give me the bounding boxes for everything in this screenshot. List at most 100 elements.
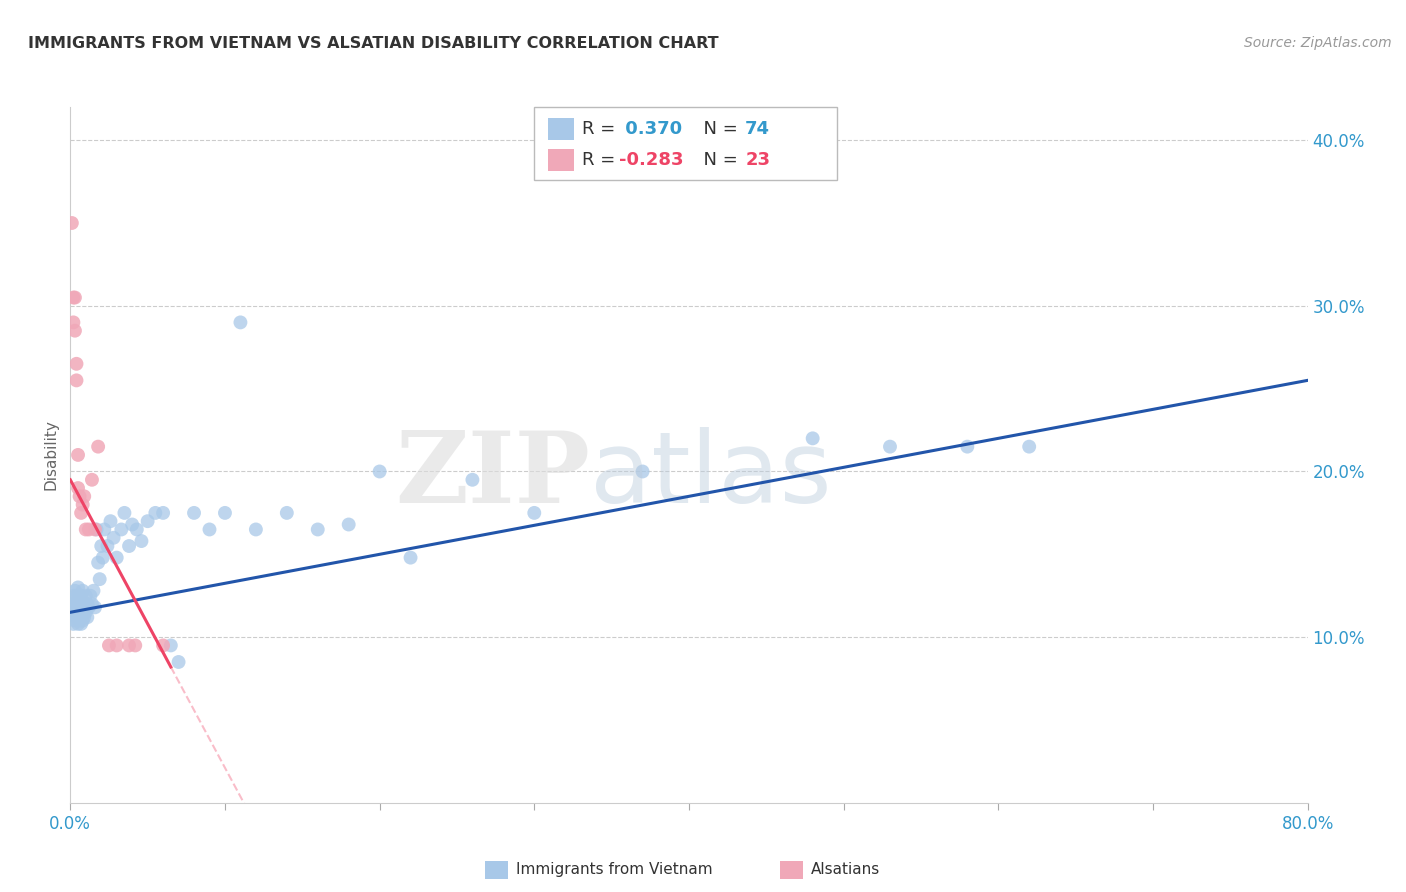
Point (63, 324, 86, 338)
Point (65, 589, 87, 603)
Point (65, 600, 87, 615)
Point (69, 600, 91, 615)
Text: Immigrants from Vietnam: Immigrants from Vietnam (516, 863, 713, 877)
Point (67, 597, 90, 611)
Point (63, 614, 86, 628)
Point (125, 523, 148, 537)
Point (124, 639, 146, 653)
Point (73, 610, 96, 624)
Point (160, 639, 183, 653)
Point (93, 523, 115, 537)
Point (136, 514, 159, 528)
Text: 74: 74 (745, 120, 770, 138)
Point (114, 506, 135, 520)
Point (89, 572, 111, 586)
Point (60, 605, 83, 619)
Point (103, 531, 125, 545)
Point (152, 639, 174, 653)
Point (62, 589, 84, 603)
Point (87, 440, 110, 454)
Point (84, 523, 107, 537)
Point (183, 506, 205, 520)
Point (337, 517, 360, 532)
Point (399, 550, 422, 565)
Text: R =: R = (582, 151, 621, 169)
Point (62, 600, 84, 615)
Point (245, 523, 267, 537)
Point (214, 506, 236, 520)
Text: 0.370: 0.370 (619, 120, 682, 138)
Point (121, 517, 143, 532)
Point (73, 489, 96, 503)
Point (523, 506, 546, 520)
Text: IMMIGRANTS FROM VIETNAM VS ALSATIAN DISABILITY CORRELATION CHART: IMMIGRANTS FROM VIETNAM VS ALSATIAN DISA… (28, 36, 718, 51)
Point (62, 315, 84, 329)
Point (70, 605, 93, 619)
Point (100, 514, 122, 528)
Point (69, 489, 91, 503)
Point (1018, 440, 1040, 454)
Point (69, 614, 91, 628)
Point (65, 357, 87, 371)
Point (229, 315, 252, 329)
Point (461, 473, 484, 487)
Point (131, 534, 153, 549)
Point (118, 539, 141, 553)
Point (63, 605, 86, 619)
Point (72, 600, 94, 615)
Point (75, 605, 97, 619)
Point (76, 610, 98, 624)
Y-axis label: Disability: Disability (44, 419, 59, 491)
Point (307, 523, 329, 537)
Point (75, 589, 97, 603)
Point (67, 605, 90, 619)
Text: Source: ZipAtlas.com: Source: ZipAtlas.com (1244, 36, 1392, 50)
Text: -0.283: -0.283 (619, 151, 683, 169)
Point (87, 556, 110, 570)
Point (75, 523, 97, 537)
Point (60, 597, 83, 611)
Point (67, 448, 90, 462)
Point (67, 581, 90, 595)
Point (91, 550, 114, 565)
Point (77, 523, 100, 537)
Point (110, 523, 132, 537)
Point (60, 216, 83, 230)
Point (276, 506, 298, 520)
Point (62, 291, 84, 305)
Point (73, 597, 96, 611)
Point (631, 465, 654, 479)
Point (70, 506, 93, 520)
Point (69, 589, 91, 603)
Point (67, 481, 90, 495)
Point (63, 583, 86, 598)
Point (105, 639, 128, 653)
Point (152, 506, 174, 520)
Point (956, 440, 979, 454)
Point (70, 589, 93, 603)
Text: Alsatians: Alsatians (811, 863, 880, 877)
Point (80, 597, 103, 611)
Point (70, 616, 93, 631)
Point (62, 616, 84, 631)
Point (167, 655, 190, 669)
Point (84, 600, 107, 615)
Point (77, 600, 100, 615)
Text: atlas: atlas (591, 427, 831, 524)
Text: R =: R = (582, 120, 621, 138)
Point (80, 473, 103, 487)
Point (76, 597, 98, 611)
Point (145, 506, 166, 520)
Point (79, 589, 101, 603)
Point (65, 373, 87, 387)
Point (72, 614, 94, 628)
Point (63, 291, 86, 305)
Text: 23: 23 (745, 151, 770, 169)
Point (82, 583, 105, 598)
Point (67, 616, 90, 631)
Text: N =: N = (692, 120, 744, 138)
Point (105, 550, 128, 565)
Point (368, 465, 391, 479)
Text: ZIP: ZIP (395, 427, 591, 524)
Point (118, 639, 141, 653)
